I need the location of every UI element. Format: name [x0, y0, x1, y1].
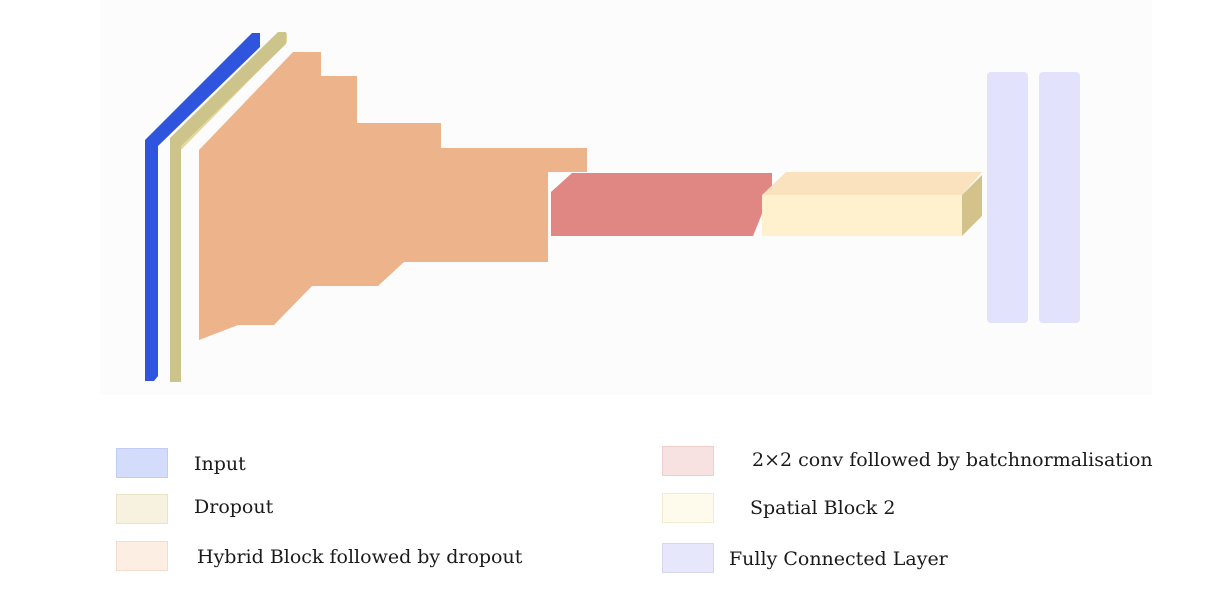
legend-swatch-dropout: [116, 494, 168, 524]
spatial-block-top: [762, 172, 982, 195]
conv-block: [551, 173, 772, 236]
legend-swatch-hybrid: [116, 541, 168, 571]
legend-swatch-spatial: [662, 493, 714, 523]
spatial-block-side: [962, 175, 982, 236]
legend-label-fc: Fully Connected Layer: [729, 548, 948, 570]
dropout-layer: [170, 32, 286, 382]
legend-label-input: Input: [194, 453, 246, 475]
legend-label-conv: 2×2 conv followed by batchnormalisation: [752, 449, 1153, 471]
legend-label-hybrid: Hybrid Block followed by dropout: [197, 546, 523, 568]
hybrid-block-layer: [199, 52, 587, 340]
legend-swatch-conv: [662, 446, 714, 476]
legend-label-dropout: Dropout: [194, 496, 274, 518]
fc-layer-2: [1039, 72, 1080, 323]
legend-label-spatial: Spatial Block 2: [750, 497, 896, 519]
legend-swatch-fc: [662, 543, 714, 573]
spatial-block-front: [762, 195, 962, 236]
fc-layer-1: [987, 72, 1028, 323]
input-layer: [145, 33, 260, 381]
legend-swatch-input: [116, 448, 168, 478]
network-diagram: [145, 32, 1080, 382]
